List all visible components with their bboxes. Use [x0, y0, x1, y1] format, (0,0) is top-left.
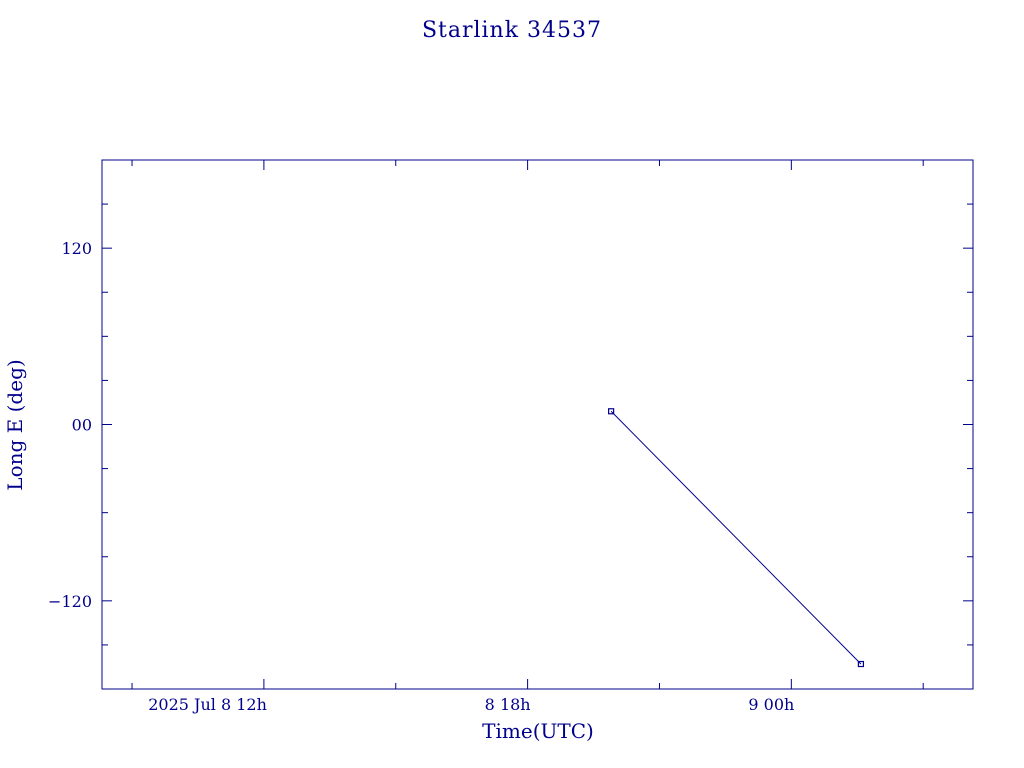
y-tick-label: −120	[48, 592, 92, 611]
series-layer	[608, 408, 865, 668]
x-axis-label: Time(UTC)	[482, 719, 594, 743]
series-line	[610, 410, 862, 665]
x-tick-label: 9 00h	[748, 695, 794, 714]
x-tick-labels: 2025 Jul 8 12h 8 18h 9 00h	[148, 695, 794, 714]
data-point	[608, 408, 615, 415]
y-tick-labels: 120 00 −120	[48, 239, 92, 611]
x-tick-label: 8 18h	[485, 695, 531, 714]
y-tick-label: 120	[61, 239, 92, 258]
data-point	[857, 660, 865, 668]
plot-frame	[101, 159, 974, 690]
y-axis-label: Long E (deg)	[3, 359, 27, 490]
chart-title: Starlink 34537	[422, 18, 602, 43]
x-tick-label: 2025 Jul 8 12h	[148, 695, 267, 714]
y-tick-label: 00	[72, 416, 92, 435]
tick-marks	[102, 159, 973, 690]
